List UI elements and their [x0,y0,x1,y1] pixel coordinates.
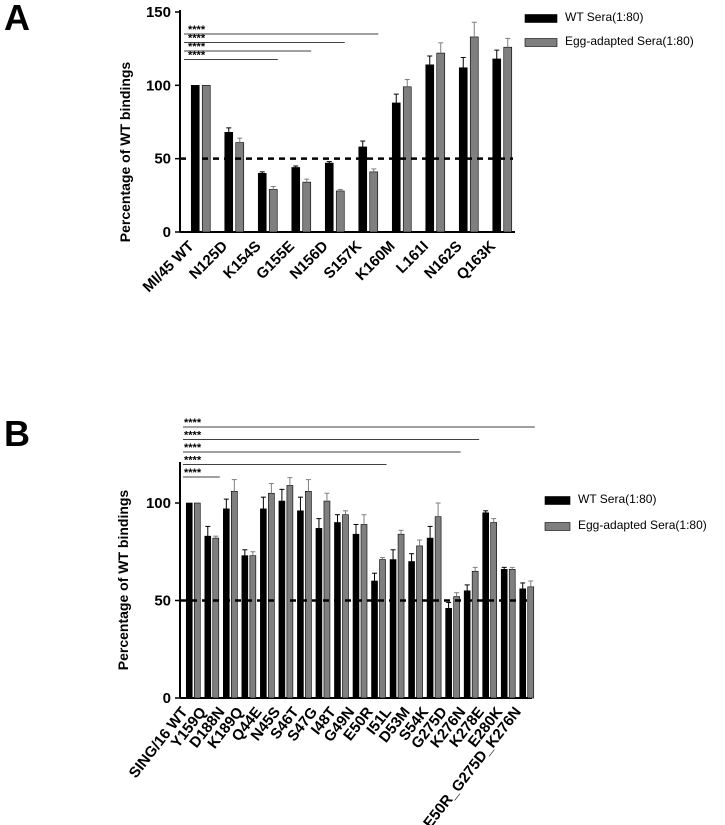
legend-swatch-a-s2 [524,38,558,47]
bar-b-s2 [434,516,442,699]
bar-b-s2 [305,490,312,699]
bar-b-s2 [249,555,257,699]
bar-b-s1 [482,512,489,699]
significance-stars-b: **** [184,417,202,429]
bar-b-s2 [212,537,220,699]
x-tick-label-a: N156D [287,238,332,283]
bar-b-s1 [426,537,434,699]
y-tick-label-b: 50 [154,593,171,610]
bar-b-s2 [471,570,479,699]
bar-b-s1 [334,522,341,699]
significance-stars-a: **** [188,33,206,45]
bar-b-s1 [260,508,267,699]
bar-a-s2 [436,52,446,233]
bar-a-s2 [268,189,278,233]
bar-b-s1 [223,508,230,699]
bar-b-s2 [268,492,275,699]
bar-b-s1 [408,561,415,699]
bar-a-s2 [335,190,345,233]
bar-a-s2 [369,171,379,233]
significance-stars-b: **** [184,430,202,442]
bar-a-s1 [291,167,301,233]
y-tick-label-a: 50 [154,151,171,168]
bar-a-s1 [492,58,502,233]
bar-b-s2 [490,522,497,699]
bar-b-s2 [397,533,405,699]
bar-b-s2 [231,490,238,699]
y-tick-label-a: 0 [163,224,171,241]
legend-label-a-s2: Egg-adapted Sera(1:80) [565,34,694,48]
bar-b-s1 [463,590,471,699]
legend-label-b-s1: WT Sera(1:80) [578,492,656,506]
legend-label-b-s2: Egg-adapted Sera(1:80) [578,518,707,532]
significance-stars-a: **** [188,24,206,36]
bar-b-s1 [297,510,304,699]
y-tick-label-b: 0 [163,690,171,707]
bar-b-s1 [315,528,323,699]
y-tick-label-a: 150 [146,4,171,21]
bar-b-s2 [342,514,349,699]
bar-b-s1 [371,580,378,699]
panel-label-a: A [4,0,30,38]
bar-a-s1 [224,131,234,233]
bar-b-s1 [204,535,212,699]
bar-a-s2 [235,142,245,233]
bar-a-s1 [458,67,468,233]
significance-stars-b: **** [184,455,202,467]
bar-b-s1 [445,607,452,699]
bar-b-s2 [286,485,294,699]
legend-swatch-a-s1 [524,14,558,23]
y-tick-label-a: 100 [146,77,171,94]
y-axis-title-a: Percentage of WT bindings [117,62,133,243]
panel-b: B Percentage of WT bindings 050100SING/1… [4,413,707,825]
bar-b-s2 [379,559,386,699]
bar-b-s1 [500,568,508,699]
bar-a-s1 [257,173,267,233]
x-tick-label-a: Q163K [453,238,499,284]
significance-stars-a: **** [188,50,206,62]
legend-swatch-b-s2 [544,522,571,531]
legend-label-a-s1: WT Sera(1:80) [565,10,643,24]
x-tick-label-a: N125D [186,238,231,283]
significance-stars-b: **** [184,442,202,454]
bar-b-s1 [352,533,360,699]
bar-b-s2 [527,586,535,699]
bar-a-s2 [503,46,513,233]
bar-a-s1 [425,64,435,233]
significance-stars-a: **** [188,41,206,53]
bar-b-s2 [416,545,423,699]
bar-b-s1 [519,588,527,699]
bar-a-s1 [391,102,401,233]
panel-a: A Percentage of WT bindings 050100150MI/… [4,0,694,296]
y-axis-title-b: Percentage of WT bindings [115,490,131,671]
bar-b-s2 [360,524,368,699]
bar-b-s1 [241,555,249,699]
bar-a-s1 [324,162,334,233]
legend-swatch-b-s1 [544,496,571,505]
bar-b-s2 [453,596,460,699]
panel-label-b: B [4,413,30,454]
y-tick-label-b: 100 [146,495,171,512]
bar-b-s1 [389,559,397,699]
bar-a-s2 [469,36,479,233]
bar-b-s2 [508,568,516,699]
significance-stars-b: **** [184,467,202,479]
bar-a-s2 [302,181,312,233]
